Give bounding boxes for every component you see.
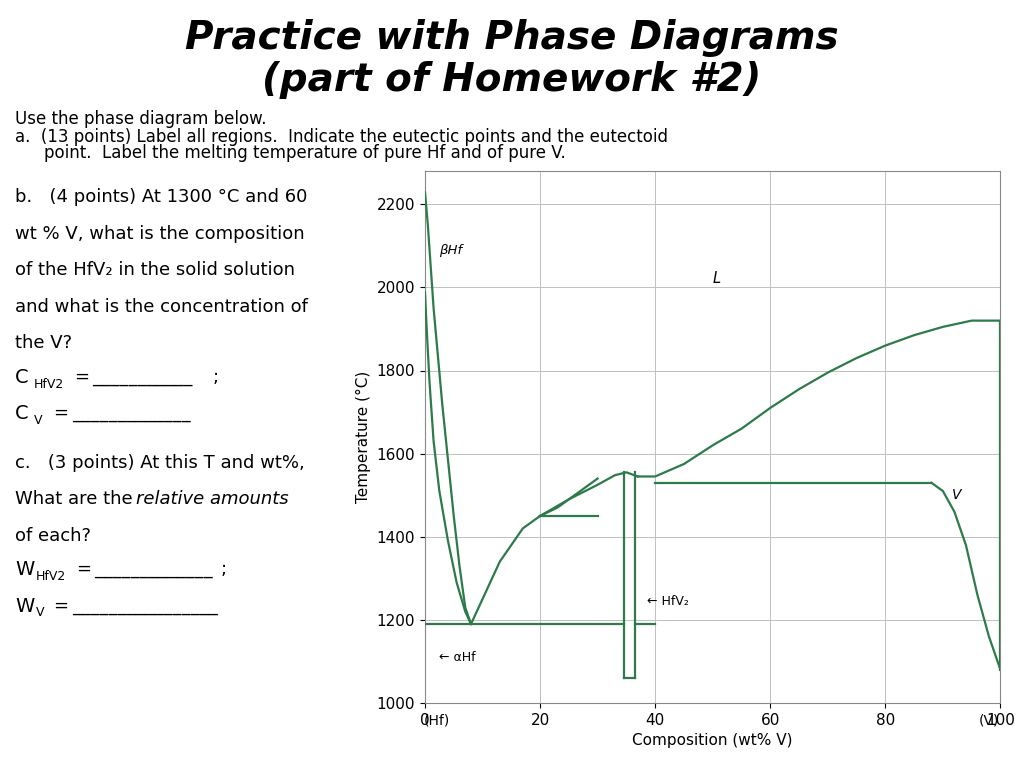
Text: of each?: of each? <box>15 527 91 545</box>
Text: (Hf): (Hf) <box>423 714 450 727</box>
Text: ;: ; <box>213 368 219 386</box>
Text: =: = <box>77 560 97 578</box>
Text: W: W <box>15 560 35 579</box>
Text: c.   (3 points) At this T and wt%,: c. (3 points) At this T and wt%, <box>15 454 305 472</box>
Text: (part of Homework #2): (part of Homework #2) <box>262 61 762 99</box>
Text: ________________: ________________ <box>72 597 218 615</box>
Text: _____________: _____________ <box>72 404 190 423</box>
Text: W: W <box>15 597 35 616</box>
X-axis label: Composition (wt% V): Composition (wt% V) <box>633 733 793 749</box>
Text: wt % V, what is the composition: wt % V, what is the composition <box>15 225 305 243</box>
Text: b.   (4 points) At 1300 °C and 60: b. (4 points) At 1300 °C and 60 <box>15 188 308 207</box>
Text: =: = <box>75 368 95 386</box>
Text: ;: ; <box>220 560 226 578</box>
Text: Practice with Phase Diagrams: Practice with Phase Diagrams <box>185 19 839 57</box>
Text: L: L <box>713 271 721 287</box>
Text: V: V <box>34 414 42 427</box>
Text: V: V <box>36 606 44 619</box>
Text: V: V <box>951 489 962 502</box>
Text: C: C <box>15 404 29 423</box>
Text: =: = <box>54 404 75 423</box>
Text: βHf: βHf <box>439 244 463 257</box>
Text: ← αHf: ← αHf <box>439 651 476 664</box>
Text: the V?: the V? <box>15 334 73 353</box>
Text: What are the: What are the <box>15 490 138 508</box>
Text: Use the phase diagram below.: Use the phase diagram below. <box>15 110 267 128</box>
Text: ___________: ___________ <box>92 368 193 386</box>
Text: _____________: _____________ <box>94 560 213 578</box>
Text: ← HfV₂: ← HfV₂ <box>646 595 688 608</box>
Text: =: = <box>54 597 75 615</box>
Y-axis label: Temperature (°C): Temperature (°C) <box>356 371 371 503</box>
Text: and what is the concentration of: and what is the concentration of <box>15 298 308 316</box>
Text: C: C <box>15 368 29 387</box>
Text: relative amounts: relative amounts <box>136 490 289 508</box>
Text: HfV2: HfV2 <box>34 378 65 391</box>
Text: (V): (V) <box>979 714 999 727</box>
Text: a.  (13 points) Label all regions.  Indicate the eutectic points and the eutecto: a. (13 points) Label all regions. Indica… <box>15 128 669 146</box>
Text: HfV2: HfV2 <box>36 570 67 583</box>
Text: of the HfV₂ in the solid solution: of the HfV₂ in the solid solution <box>15 261 295 280</box>
Text: point.  Label the melting temperature of pure Hf and of pure V.: point. Label the melting temperature of … <box>44 144 566 163</box>
